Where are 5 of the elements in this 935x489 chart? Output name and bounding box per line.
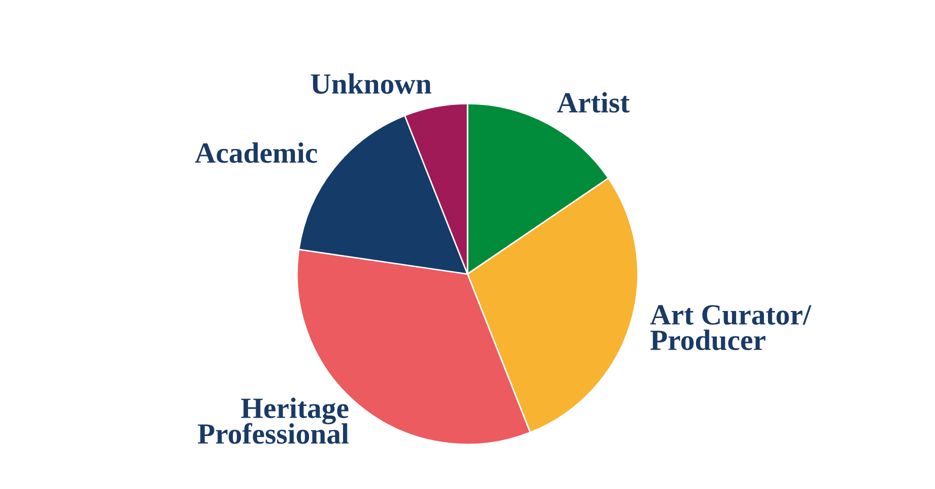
slice-label: Heritage Professional	[198, 398, 349, 444]
slice-label: Artist	[557, 92, 630, 113]
slice-label: Unknown	[310, 73, 432, 94]
slice-label: Academic	[194, 142, 318, 163]
slice-label: Art Curator/ Producer	[650, 305, 812, 350]
